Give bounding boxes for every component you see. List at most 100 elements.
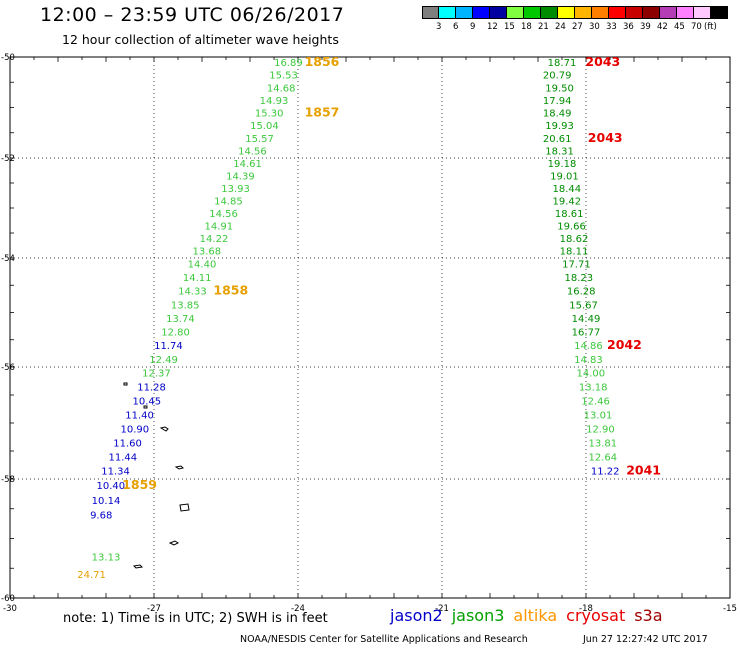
wave-height-label: 11.22 <box>591 467 620 478</box>
wave-height-label: 11.28 <box>137 383 166 394</box>
wave-height-label: 24.71 <box>77 570 106 581</box>
wave-height-label: 13.13 <box>92 552 121 563</box>
legend-label: 36 <box>623 22 634 32</box>
legend-unit: (ft) <box>704 22 717 32</box>
color-legend <box>422 6 728 19</box>
footer-note: note: 1) Time is in UTC; 2) SWH is in fe… <box>63 611 328 626</box>
wave-height-label: 18.11 <box>560 247 589 258</box>
wave-height-label: 14.56 <box>209 209 238 220</box>
wave-height-label: 14.00 <box>576 369 605 380</box>
wave-height-label: 12.46 <box>581 397 610 408</box>
wave-height-label: 18.49 <box>543 109 572 120</box>
wave-height-label: 12.49 <box>149 355 178 366</box>
wave-height-label: 16.28 <box>567 287 596 298</box>
wave-height-label: 13.93 <box>221 184 250 195</box>
wave-height-label: 20.61 <box>543 134 572 145</box>
legend-label: 15 <box>504 22 515 32</box>
wave-height-label: 11.34 <box>101 467 130 478</box>
legend-label: 12 <box>487 22 498 32</box>
lat-label: -50 <box>1 53 15 63</box>
islands <box>123 382 190 569</box>
wave-height-label: 15.30 <box>255 109 284 120</box>
wave-height-label: 15.67 <box>569 300 598 311</box>
lon-label: -21 <box>435 604 449 614</box>
island-outline <box>168 540 179 546</box>
track-labels: 16.8915.5314.6814.9315.3015.0415.5714.56… <box>77 54 661 581</box>
legend-label: 33 <box>606 22 617 32</box>
lon-label: -24 <box>291 604 305 614</box>
map-title: 12:00 – 23:59 UTC 06/26/2017 <box>40 4 345 26</box>
map-frame <box>9 56 731 599</box>
wave-height-label: 19.50 <box>545 83 574 94</box>
legend-label: 18 <box>521 22 532 32</box>
wave-height-label: 15.53 <box>269 71 298 82</box>
lon-label: -18 <box>579 604 593 614</box>
legend-label: 6 <box>453 22 459 32</box>
wave-height-label: 10.45 <box>132 397 161 408</box>
wave-height-label: 10.90 <box>120 425 149 436</box>
wave-height-label: 18.23 <box>564 273 593 284</box>
legend-label: 70 <box>691 22 702 32</box>
wave-height-label: 13.01 <box>584 411 613 422</box>
lat-label: -60 <box>1 594 15 604</box>
wave-height-label: 18.31 <box>545 146 574 157</box>
legend-swatch <box>609 6 626 19</box>
generation-timestamp: Jun 27 12:27:42 UTC 2017 <box>583 634 708 645</box>
wave-height-label: 14.61 <box>233 159 262 170</box>
wave-height-label: 14.91 <box>204 222 233 233</box>
legend-label: 24 <box>555 22 566 32</box>
satellite-jason2: jason2 <box>390 606 443 625</box>
legend-label: 30 <box>589 22 600 32</box>
legend-label: 27 <box>572 22 583 32</box>
island-outline <box>123 382 128 386</box>
legend-swatch <box>490 6 507 19</box>
wave-height-label: 14.33 <box>178 287 207 298</box>
wave-height-label: 18.62 <box>560 234 589 245</box>
wave-height-label: 19.93 <box>545 121 574 132</box>
lat-label: -54 <box>1 254 15 264</box>
satellite-legend: jason2 jason3 altika cryosat s3a <box>390 606 672 625</box>
wave-height-label: 14.49 <box>572 314 601 325</box>
wave-height-label: 12.37 <box>142 369 171 380</box>
legend-label: 42 <box>657 22 668 32</box>
island-outline <box>132 564 144 569</box>
credit-line: NOAA/NESDIS Center for Satellite Applica… <box>240 634 528 645</box>
color-legend-labels: 3 6 9 12 15 18 21 24 27 30 33 36 39 42 45 70 (ft) <box>422 22 740 36</box>
lat-lon-grid <box>10 57 730 598</box>
wave-height-label: 15.04 <box>250 121 279 132</box>
wave-height-label: 17.71 <box>562 259 591 270</box>
satellite-altika: altika <box>513 606 558 625</box>
lat-label: -52 <box>1 154 15 164</box>
wave-height-label: 19.18 <box>548 159 577 170</box>
wave-height-label: 11.44 <box>108 453 137 464</box>
legend-label: 3 <box>436 22 442 32</box>
wave-height-label: 13.68 <box>192 247 221 258</box>
wave-height-label: 15.57 <box>245 134 274 145</box>
wave-height-label: 14.85 <box>214 197 243 208</box>
wave-height-label: 9.68 <box>90 511 112 522</box>
wave-height-label: 17.94 <box>543 96 572 107</box>
track-time-label: 1859 <box>122 477 157 492</box>
wave-height-label: 13.85 <box>171 300 200 311</box>
satellite-jason3: jason3 <box>451 606 505 625</box>
island-outline <box>143 405 148 409</box>
wave-height-label: 14.40 <box>188 259 217 270</box>
legend-swatch <box>422 6 439 19</box>
wave-height-label: 10.14 <box>92 496 121 507</box>
lon-label: -27 <box>147 604 161 614</box>
wave-height-label: 11.74 <box>154 341 183 352</box>
track-time-label: 2043 <box>585 54 620 69</box>
legend-label: 21 <box>538 22 549 32</box>
wave-height-label: 19.01 <box>550 172 579 183</box>
wave-height-label: 18.61 <box>555 209 584 220</box>
wave-height-label: 10.40 <box>96 481 125 492</box>
wave-height-label: 16.77 <box>572 328 601 339</box>
wave-height-label: 11.60 <box>113 439 142 450</box>
legend-swatch <box>507 6 524 19</box>
legend-swatch <box>524 6 541 19</box>
wave-height-label: 19.66 <box>557 222 586 233</box>
wave-height-label: 14.93 <box>260 96 289 107</box>
lat-label: -56 <box>1 363 15 373</box>
track-time-label: 2041 <box>626 463 661 478</box>
